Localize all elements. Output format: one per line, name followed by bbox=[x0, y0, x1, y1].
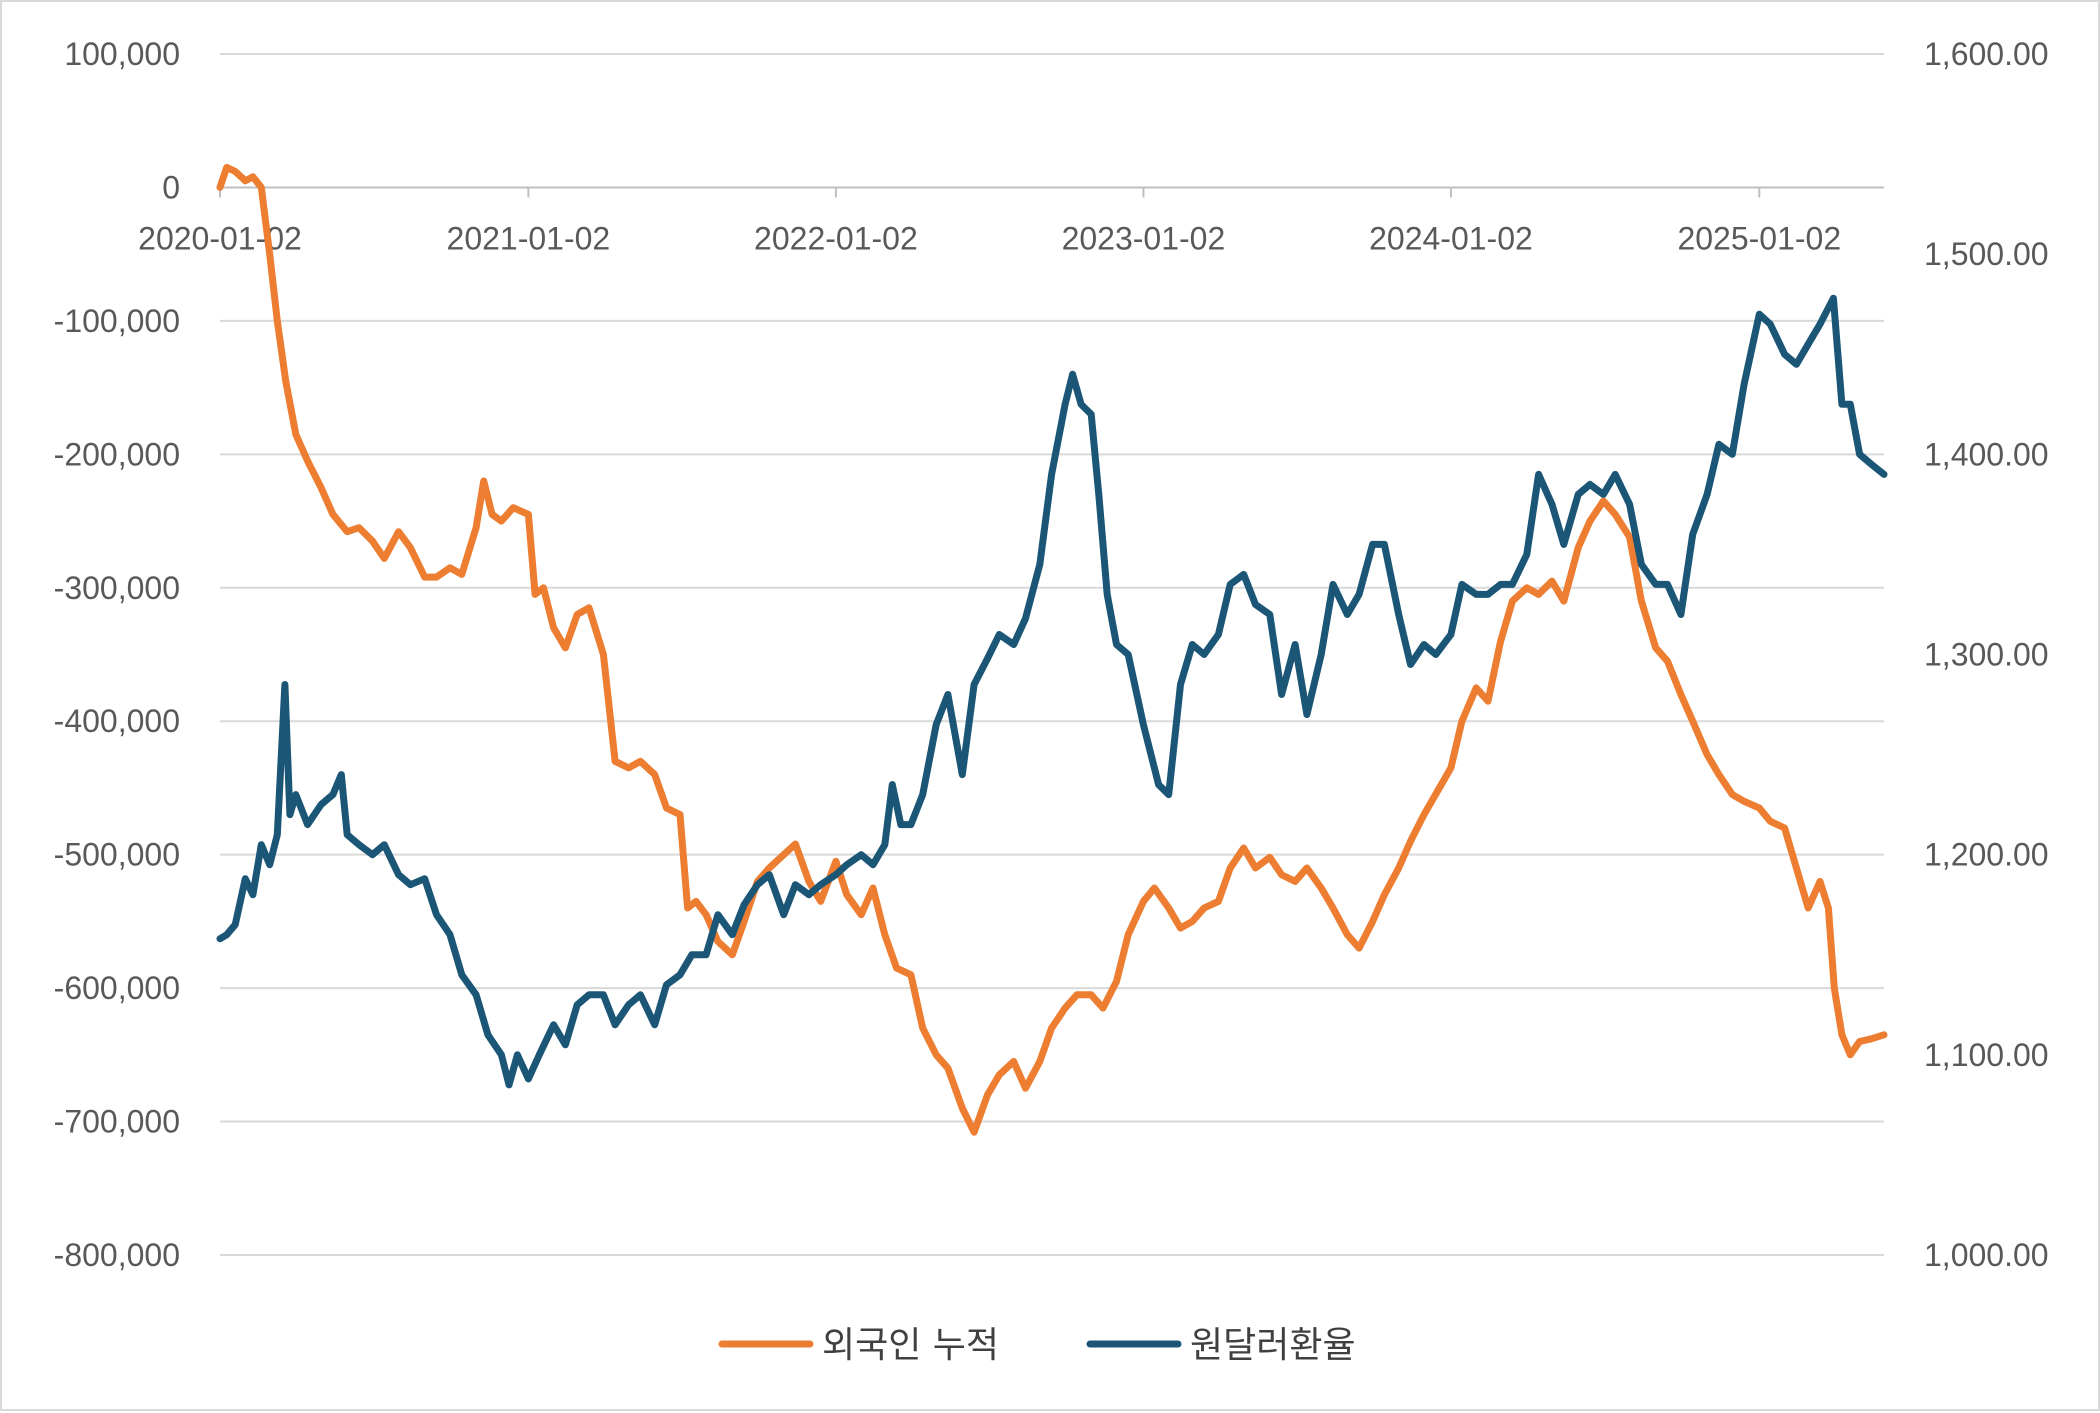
right-y-tick-label: 1,200.00 bbox=[1924, 837, 2049, 873]
left-y-tick-label: -400,000 bbox=[54, 703, 180, 739]
x-tick-label: 2025-01-02 bbox=[1677, 220, 1841, 256]
right-y-tick-label: 1,000.00 bbox=[1924, 1237, 2049, 1273]
legend-label: 원달러환율 bbox=[1190, 1325, 1356, 1366]
right-y-tick-label: 1,300.00 bbox=[1924, 637, 2049, 673]
right-y-tick-label: 1,600.00 bbox=[1924, 36, 2049, 72]
left-y-tick-label: 100,000 bbox=[64, 36, 180, 72]
right-y-tick-label: 1,400.00 bbox=[1924, 436, 2049, 472]
right-y-tick-label: 1,100.00 bbox=[1924, 1037, 2049, 1073]
x-tick-label: 2022-01-02 bbox=[754, 220, 918, 256]
legend-label: 외국인 누적 bbox=[822, 1325, 999, 1366]
series-line-0 bbox=[216, 163, 1888, 1136]
x-tick-label: 2024-01-02 bbox=[1369, 220, 1533, 256]
left-y-tick-label: -100,000 bbox=[54, 303, 180, 339]
x-tick-label: 2023-01-02 bbox=[1062, 220, 1226, 256]
left-y-tick-label: -600,000 bbox=[54, 970, 180, 1006]
left-y-tick-label: -500,000 bbox=[54, 837, 180, 873]
left-y-tick-label: -300,000 bbox=[54, 570, 180, 606]
legend: 외국인 누적 원달러환율 bbox=[718, 1325, 1356, 1366]
right-y-tick-label: 1,500.00 bbox=[1924, 236, 2049, 272]
left-y-tick-label: -800,000 bbox=[54, 1237, 180, 1273]
x-tick-label: 2021-01-02 bbox=[447, 220, 611, 256]
left-y-tick-label: -700,000 bbox=[54, 1104, 180, 1140]
right-y-axis: 1,600.00 1,500.00 1,400.00 1,300.00 1,200.00… bbox=[1924, 36, 2049, 1273]
left-y-tick-label: -200,000 bbox=[54, 436, 180, 472]
x-axis: 2020-01-02 2021-01-02 2022-01-02 2023-01-02… bbox=[138, 186, 1884, 256]
series-layer bbox=[216, 163, 1888, 1136]
left-y-axis: 100,000 0 -100,000 -200,000 -300,000 -400,000… bbox=[54, 36, 180, 1273]
x-tick-label: 2020-01-02 bbox=[138, 220, 302, 256]
left-y-tick-label: 0 bbox=[162, 169, 180, 205]
series-line-1 bbox=[216, 294, 1888, 1089]
gridlines bbox=[220, 53, 1884, 1256]
